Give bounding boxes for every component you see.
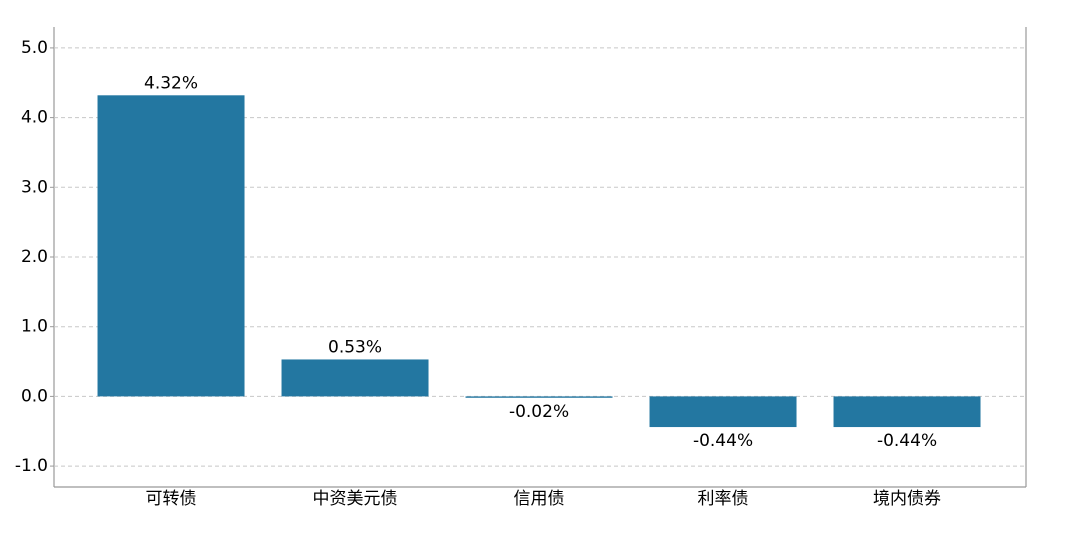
y-tick-label: -1.0 [15,456,48,476]
value-label: 4.32% [144,73,198,93]
bar [97,95,245,397]
y-tick-label: 4.0 [21,108,48,128]
y-tick-label: 2.0 [21,247,48,267]
value-label: -0.44% [877,431,937,451]
x-tick-label: 中资美元债 [313,489,398,509]
y-tick-label: 1.0 [21,317,48,337]
bar [833,396,981,428]
bar [465,396,613,398]
x-tick-label: 利率债 [698,489,749,509]
y-tick-label: 3.0 [21,177,48,197]
value-label: -0.02% [509,402,569,422]
bar [281,359,429,397]
y-tick-label: 5.0 [21,38,48,58]
x-tick-label: 可转债 [146,489,197,509]
x-tick-label: 境内债券 [873,489,941,509]
value-label: 0.53% [328,337,382,357]
bar [649,396,797,428]
value-label: -0.44% [693,431,753,451]
x-tick-label: 信用债 [514,489,565,509]
y-tick-label: 0.0 [21,386,48,406]
